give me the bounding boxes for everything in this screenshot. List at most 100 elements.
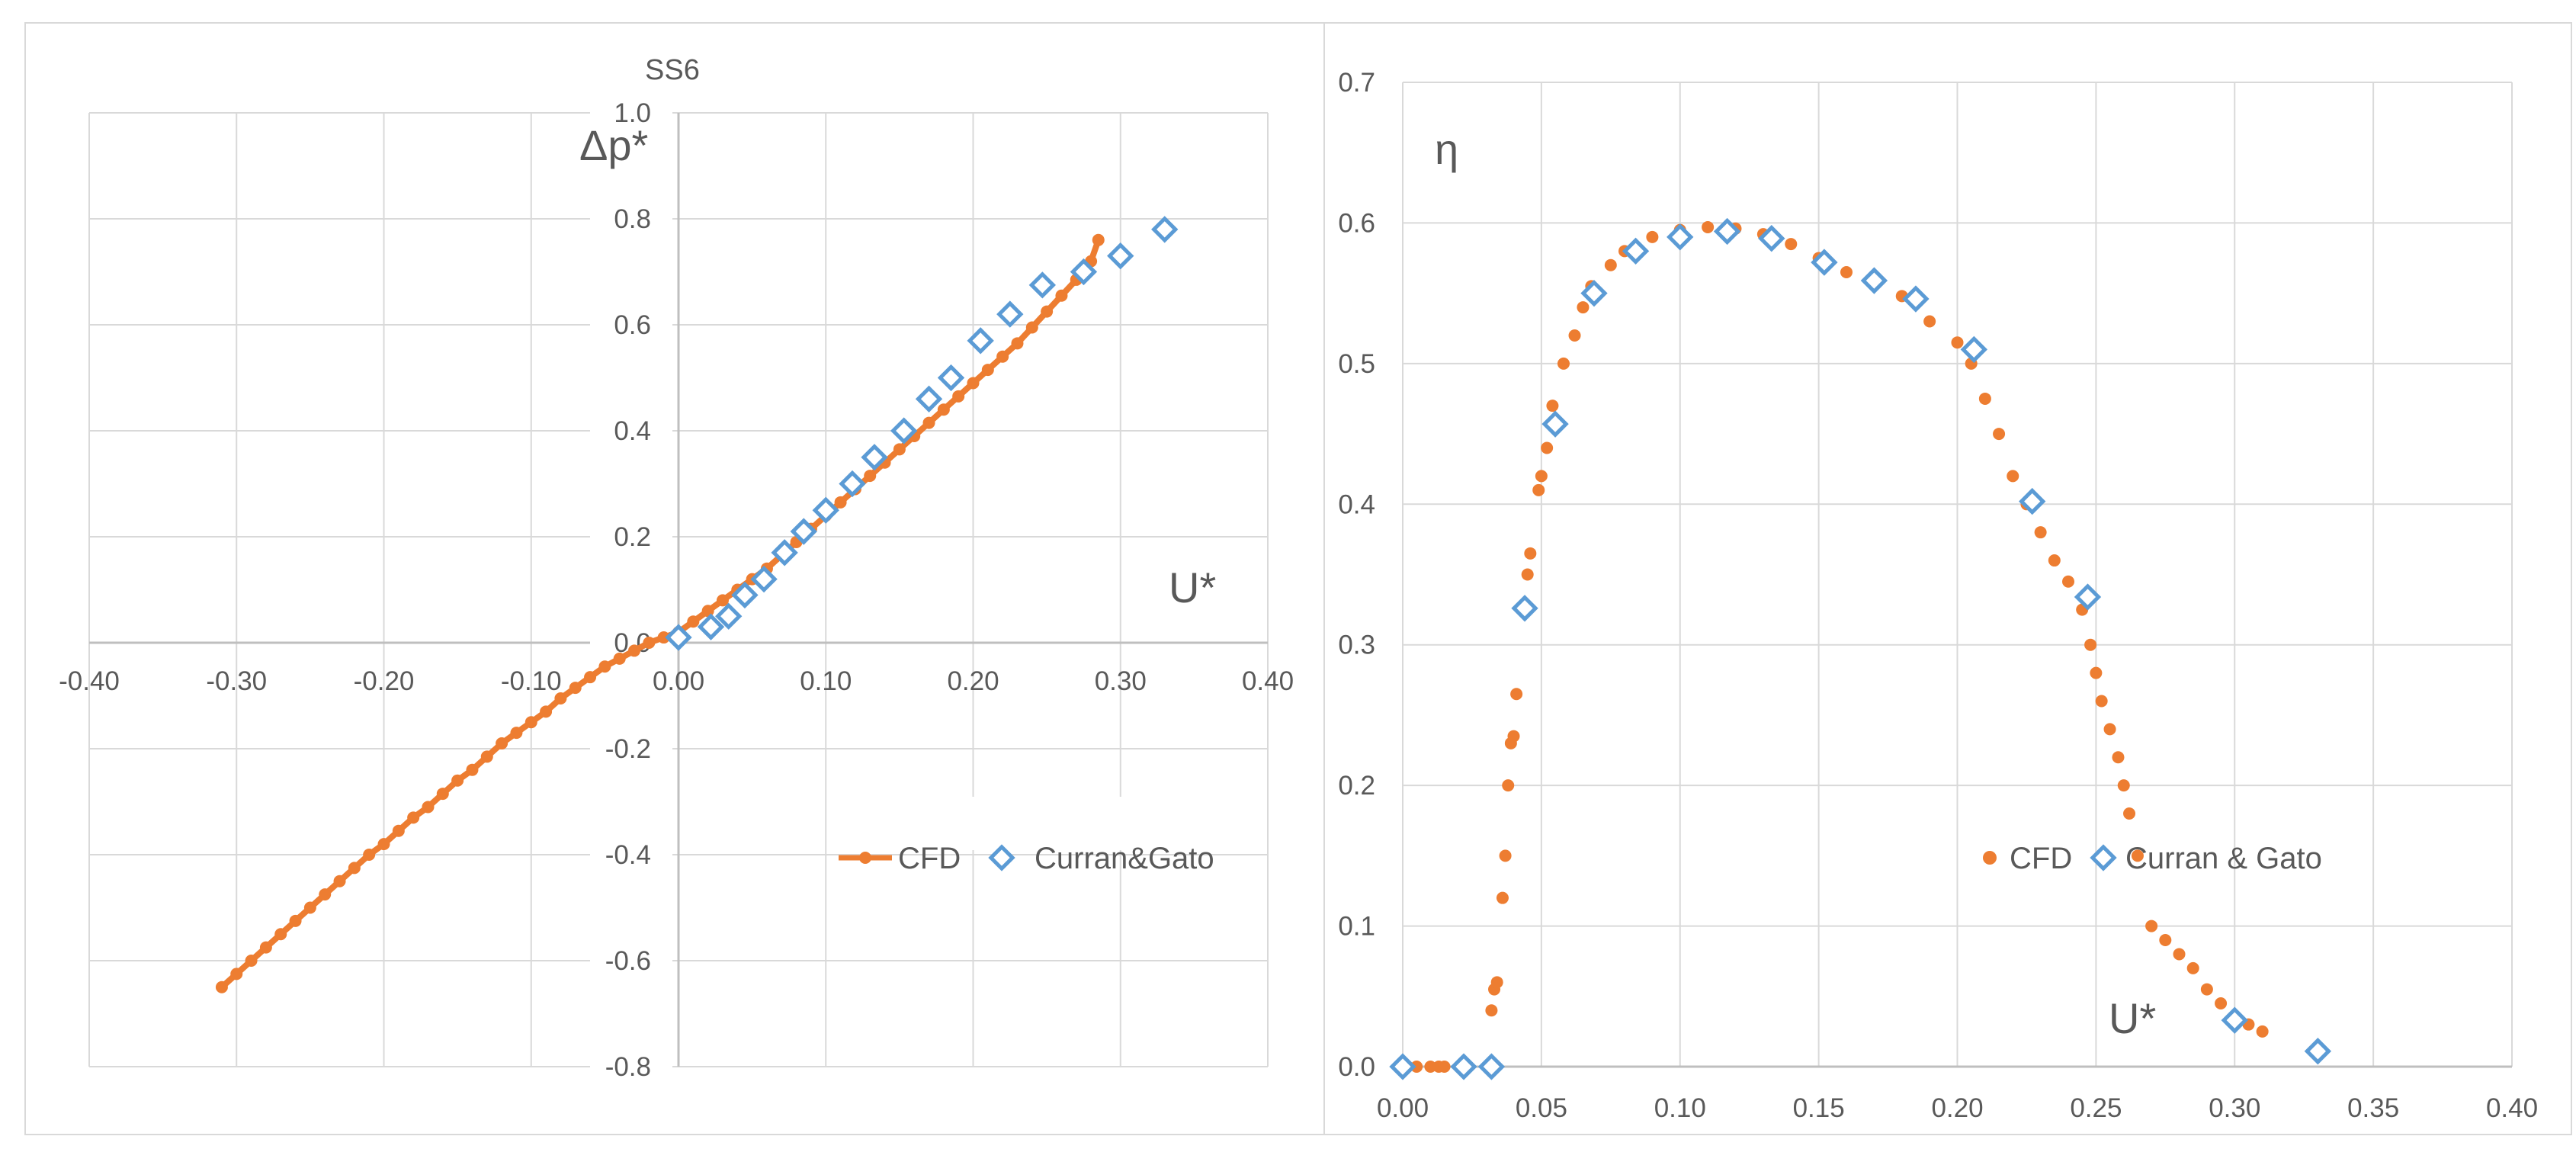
cfd-point [657, 631, 670, 644]
cfd-point [363, 849, 376, 861]
x-tick-label: -0.20 [354, 666, 415, 696]
cfd-point [584, 671, 597, 684]
cfd-point [952, 390, 965, 403]
cfd-point [259, 941, 272, 954]
cfd-point [2186, 961, 2199, 974]
right-y-axis-title: η [1435, 125, 1458, 173]
cfd-point [2090, 666, 2103, 679]
cfd-point [2084, 638, 2097, 651]
cfd-point [2215, 997, 2228, 1010]
curran-gato-point [731, 581, 759, 609]
right-legend-cfd-label: CFD [2010, 842, 2072, 875]
curran-gato-point [915, 385, 943, 412]
y-tick-label-bg [590, 307, 672, 340]
x-tick-label: 0.00 [653, 666, 704, 696]
cfd-point [1541, 441, 1554, 454]
cfd-point [2117, 779, 2130, 792]
curran-gato-point [1860, 267, 1888, 294]
cfd-point [937, 403, 950, 416]
left-legend-curran-marker [988, 844, 1015, 871]
cfd-point [303, 901, 316, 914]
cfd-point [613, 652, 626, 665]
y-tick-label-bg [590, 518, 672, 552]
cfd-point [893, 443, 906, 456]
cfd-point [598, 660, 611, 673]
cfd-point [2112, 751, 2125, 764]
curran-gato-point [1541, 410, 1569, 438]
cfd-point [2007, 470, 2019, 483]
cfd-point [1041, 305, 1054, 318]
y-tick-label: 0.1 [1338, 912, 1375, 942]
cfd-point [510, 727, 523, 740]
left-legend: CFD Curran&Gato [829, 797, 1256, 875]
x-tick-label: 0.35 [2347, 1093, 2399, 1123]
x-tick-label: 0.30 [1095, 666, 1147, 696]
cfd-point [1502, 779, 1515, 792]
cfd-point [569, 682, 582, 695]
curran-gato-point [1580, 279, 1608, 307]
x-tick-label: 0.30 [2209, 1093, 2260, 1123]
cfd-point [377, 838, 390, 851]
cfd-point [2256, 1025, 2269, 1038]
curran-gato-point [861, 444, 888, 471]
cfd-point [2200, 983, 2213, 996]
curran-gato-point [812, 496, 839, 524]
curran-gato-point [771, 539, 798, 566]
curran-gato-point [1622, 237, 1650, 265]
curran-gato-point [2074, 583, 2102, 611]
left-x-axis-title: U* [1169, 563, 1216, 611]
curran-gato-point [1389, 1053, 1416, 1080]
cfd-point [1532, 483, 1545, 496]
cfd-point [1092, 233, 1105, 246]
cfd-point [1546, 400, 1559, 412]
cfd-point [1011, 337, 1024, 350]
cfd-point [407, 811, 420, 824]
curran-gato-point [790, 518, 817, 545]
right-legend-cfd-marker [1983, 851, 1997, 865]
left-legend-bg [829, 797, 1256, 850]
y-tick-label: 0.0 [1338, 1052, 1375, 1082]
y-tick-label-bg [590, 412, 672, 446]
cfd-point [2123, 807, 2136, 820]
curran-gato-point [665, 624, 692, 651]
left-y-axis-title: Δp* [579, 121, 648, 169]
curran-gato-point [1811, 249, 1838, 276]
curran-gato-point [715, 602, 743, 630]
curran-gato-point [1450, 1053, 1477, 1080]
cfd-point [1490, 976, 1503, 989]
cfd-point [319, 888, 332, 901]
cfd-point [1840, 265, 1853, 278]
left-chart-title: SS6 [645, 54, 700, 86]
cfd-point [1507, 730, 1520, 743]
x-tick-label: 0.10 [1654, 1093, 1706, 1123]
cfd-point [333, 875, 346, 887]
cfd-point [274, 928, 287, 941]
cfd-point [864, 470, 877, 483]
chart-border [24, 22, 2572, 1135]
cfd-point [1510, 688, 1523, 701]
cfd-point [1978, 392, 1991, 405]
x-tick-label: 0.20 [947, 666, 999, 696]
curran-gato-point [890, 417, 918, 445]
y-tick-label-bg [590, 942, 672, 976]
cfd-point [1993, 428, 2006, 441]
cfd-point [2131, 849, 2144, 862]
cfd-point [967, 377, 980, 390]
cfd-point [1524, 547, 1537, 560]
left-legend-curran-label: Curran&Gato [1035, 842, 1214, 875]
cfd-point [2048, 554, 2061, 567]
cfd-point [230, 968, 243, 981]
curran-gato-point [1902, 285, 1930, 313]
curran-gato-point [2221, 1006, 2248, 1034]
right-series [1389, 217, 2332, 1080]
curran-gato-point [967, 327, 994, 355]
cfd-point [540, 705, 553, 718]
x-tick-label: 0.15 [1793, 1093, 1845, 1123]
curran-gato-point [839, 470, 866, 498]
cfd-point [1521, 568, 1534, 581]
cfd-point [392, 824, 405, 837]
right-legend-curran-marker [2090, 844, 2117, 871]
right-x-axis-title: U* [2109, 994, 2156, 1042]
cfd-point [1604, 258, 1617, 271]
